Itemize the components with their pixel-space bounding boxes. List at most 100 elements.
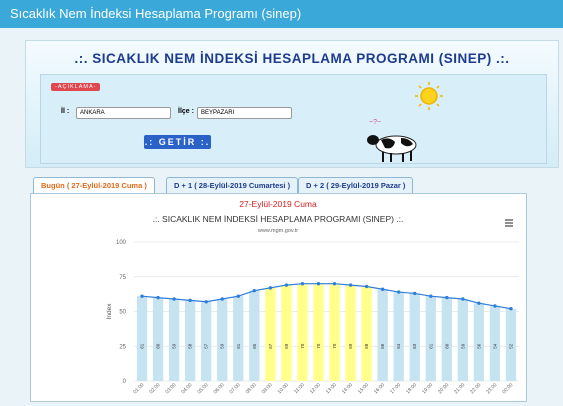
point-marker [364, 284, 369, 289]
bar [201, 301, 212, 381]
x-tick-label: 20:00 [437, 382, 450, 395]
point-marker [429, 294, 433, 298]
sun [415, 82, 443, 110]
menu-icon[interactable] [505, 219, 513, 227]
bar-value-label: 59 [172, 343, 177, 349]
x-tick-label: 15:00 [357, 382, 370, 395]
bar-value-label: 65 [252, 343, 257, 349]
x-tick-label: 12:00 [309, 382, 322, 395]
bar [233, 296, 244, 381]
chart-subtitle: www.mgm.gov.tr [257, 228, 298, 234]
point-marker [413, 291, 417, 296]
header-panel: .:. SICAKLIK NEM İNDEKSİ HESAPLAMA PROGR… [25, 40, 559, 168]
svg-text:~?~: ~?~ [369, 119, 381, 126]
bar-value-label: 70 [300, 343, 305, 349]
point-marker [509, 307, 513, 311]
bar-value-label: 69 [284, 343, 289, 349]
bar-value-label: 69 [348, 343, 353, 349]
bar-value-label: 56 [476, 343, 481, 349]
x-tick-label: 13:00 [325, 382, 338, 395]
submit-button[interactable]: .: GETİR :. [144, 135, 211, 149]
bar [489, 305, 501, 381]
bar [281, 285, 292, 381]
x-tick-label: 14:00 [341, 382, 354, 395]
province-label: İl : [61, 108, 70, 115]
date-heading: 27-Eylül-2019 Cuma [239, 199, 317, 209]
x-tick-label: 21:00 [453, 382, 466, 395]
info-button[interactable]: -AÇIKLAMA- [51, 83, 101, 91]
bar-value-label: 63 [412, 343, 417, 349]
x-tick-label: 06:00 [213, 382, 226, 395]
header-title: .:. SICAKLIK NEM İNDEKSİ HESAPLAMA PROGR… [74, 51, 510, 66]
bar-value-label: 70 [316, 343, 321, 349]
x-tick-label: 03:00 [164, 382, 177, 395]
province-select[interactable]: ANKARA [76, 107, 171, 119]
point-marker [188, 298, 192, 303]
x-tick-label: 08:00 [245, 382, 258, 395]
tab[interactable]: D + 1 ( 28-Eylül-2019 Cumartesi ) [166, 177, 299, 194]
bar [425, 296, 436, 381]
point-marker [156, 295, 160, 300]
bar-value-label: 52 [508, 343, 513, 349]
x-tick-label: 00:00 [501, 382, 514, 395]
bar-value-label: 54 [492, 343, 497, 349]
x-tick-label: 09:00 [261, 382, 274, 395]
bar [249, 290, 260, 381]
district-select[interactable]: BEYPAZARI [197, 107, 292, 119]
bar [393, 292, 404, 381]
chart: 27-Eylül-2019 Cuma .:. SICAKLIK NEM İNDE… [106, 199, 519, 395]
x-tick-label: 23:00 [485, 382, 498, 395]
bar-value-label: 61 [428, 343, 433, 349]
point-marker [445, 295, 449, 300]
x-tick-label: 16:00 [373, 382, 386, 395]
x-tick-label: 22:00 [469, 382, 482, 395]
bar [168, 298, 180, 381]
bar-value-label: 60 [444, 343, 449, 349]
bar-value-label: 67 [268, 343, 273, 349]
bar [152, 297, 164, 381]
bar-value-label: 59 [220, 343, 225, 349]
tab[interactable]: D + 2 ( 29-Eylül-2019 Pazar ) [298, 177, 414, 194]
point-marker [300, 282, 305, 286]
x-tick-label: 05:00 [197, 382, 210, 395]
x-tick-label: 19:00 [421, 382, 434, 395]
bar [505, 308, 517, 381]
form-box: -AÇIKLAMA- İl : ANKARA İlçe : BEYPAZARI … [40, 74, 547, 164]
y-tick-label: 25 [119, 344, 126, 350]
point-marker [332, 282, 337, 286]
bar-value-label: 57 [204, 343, 209, 349]
y-tick-label: 0 [123, 379, 127, 385]
point-marker [204, 300, 208, 304]
point-marker [493, 304, 497, 308]
y-tick-label: 50 [119, 310, 126, 316]
chart-title: .:. SICAKLIK NEM İNDEKSİ HESAPLAMA PROGR… [153, 214, 404, 224]
point-marker [396, 290, 401, 294]
bar-value-label: 66 [380, 343, 385, 349]
bar [473, 303, 485, 381]
bar [345, 285, 356, 381]
index-line [141, 283, 512, 310]
x-tick-label: 02:00 [148, 382, 161, 395]
x-tick-label: 01:00 [132, 382, 145, 395]
point-marker [316, 282, 321, 286]
point-marker [284, 283, 289, 287]
cow: ~?~ [367, 119, 417, 162]
bar-value-label: 68 [364, 343, 369, 349]
bar-value-label: 61 [140, 343, 145, 349]
chart-panel: 27-Eylül-2019 Cuma .:. SICAKLIK NEM İNDE… [30, 193, 527, 402]
point-marker [268, 286, 273, 290]
bar-value-label: 60 [156, 343, 161, 349]
bar-value-label: 64 [396, 343, 401, 349]
bar [457, 298, 468, 381]
y-axis-label: Index [106, 303, 113, 320]
point-marker [252, 288, 257, 293]
bar-value-label: 59 [460, 343, 465, 349]
bar [441, 297, 452, 381]
point-marker [220, 297, 224, 301]
bar-value-label: 58 [188, 343, 193, 349]
bar [185, 300, 196, 381]
tab[interactable]: Bugün ( 27-Eylül-2019 Cuma ) [33, 177, 155, 195]
point-marker [477, 301, 481, 305]
y-tick-label: 100 [116, 240, 127, 246]
